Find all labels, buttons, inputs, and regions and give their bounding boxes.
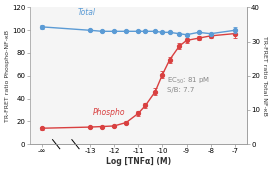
Y-axis label: TR-FRET ratio Phospho-NF-κB: TR-FRET ratio Phospho-NF-κB bbox=[5, 30, 10, 122]
Text: EC$_{50}$: 81 pM
S/B: 7.7: EC$_{50}$: 81 pM S/B: 7.7 bbox=[167, 76, 211, 94]
Y-axis label: TR-FRET ratio Total NF-κB: TR-FRET ratio Total NF-κB bbox=[262, 36, 267, 116]
Text: Phospho: Phospho bbox=[92, 108, 125, 117]
X-axis label: Log [TNFα] (M): Log [TNFα] (M) bbox=[106, 157, 171, 166]
Text: Total: Total bbox=[78, 8, 96, 17]
